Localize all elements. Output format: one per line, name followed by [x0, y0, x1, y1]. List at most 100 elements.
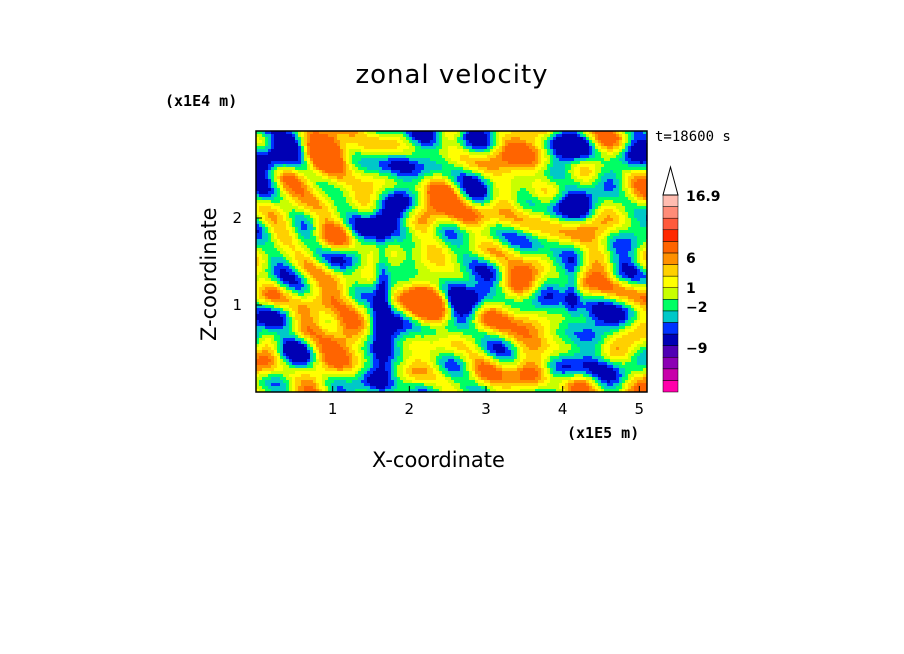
field-cell: [565, 209, 568, 212]
field-cell: [265, 173, 268, 176]
field-cell: [376, 194, 379, 197]
field-cell: [466, 200, 469, 203]
field-cell: [454, 146, 457, 149]
field-cell: [637, 149, 640, 152]
field-cell: [613, 143, 616, 146]
field-cell: [391, 191, 394, 194]
field-cell: [430, 182, 433, 185]
field-cell: [430, 158, 433, 161]
field-cell: [268, 185, 271, 188]
field-cell: [436, 212, 439, 215]
field-cell: [532, 215, 535, 218]
field-cell: [316, 227, 319, 230]
field-cell: [433, 173, 436, 176]
field-cell: [619, 197, 622, 200]
field-cell: [286, 236, 289, 239]
field-cell: [352, 173, 355, 176]
field-cell: [610, 194, 613, 197]
field-cell: [496, 239, 499, 242]
field-cell: [325, 230, 328, 233]
field-cell: [292, 161, 295, 164]
field-cell: [604, 149, 607, 152]
field-cell: [391, 206, 394, 209]
field-cell: [295, 194, 298, 197]
field-cell: [298, 188, 301, 191]
field-cell: [484, 221, 487, 224]
field-cell: [556, 194, 559, 197]
field-cell: [631, 176, 634, 179]
field-cell: [352, 236, 355, 239]
field-cell: [613, 137, 616, 140]
field-cell: [376, 227, 379, 230]
field-cell: [274, 212, 277, 215]
field-cell: [340, 161, 343, 164]
field-cell: [538, 206, 541, 209]
field-cell: [304, 206, 307, 209]
field-cell: [526, 215, 529, 218]
field-cell: [616, 140, 619, 143]
field-cell: [568, 161, 571, 164]
field-cell: [412, 158, 415, 161]
field-cell: [334, 206, 337, 209]
field-cell: [388, 191, 391, 194]
field-cell: [433, 143, 436, 146]
field-cell: [508, 236, 511, 239]
field-cell: [574, 221, 577, 224]
field-cell: [475, 188, 478, 191]
field-cell: [508, 194, 511, 197]
field-cell: [283, 191, 286, 194]
field-cell: [412, 224, 415, 227]
field-cell: [406, 200, 409, 203]
field-cell: [376, 203, 379, 206]
field-cell: [283, 188, 286, 191]
field-cell: [415, 161, 418, 164]
field-cell: [304, 209, 307, 212]
field-cell: [403, 191, 406, 194]
field-cell: [604, 143, 607, 146]
field-cell: [346, 209, 349, 212]
field-cell: [262, 242, 265, 245]
field-cell: [274, 224, 277, 227]
field-cell: [277, 209, 280, 212]
field-cell: [424, 212, 427, 215]
field-cell: [424, 191, 427, 194]
field-cell: [283, 242, 286, 245]
field-cell: [478, 236, 481, 239]
field-cell: [535, 134, 538, 137]
field-cell: [337, 137, 340, 140]
field-cell: [352, 200, 355, 203]
field-cell: [613, 209, 616, 212]
field-cell: [586, 158, 589, 161]
field-cell: [499, 137, 502, 140]
field-cell: [550, 158, 553, 161]
field-cell: [298, 191, 301, 194]
field-cell: [610, 164, 613, 167]
field-cell: [376, 221, 379, 224]
field-cell: [601, 221, 604, 224]
field-cell: [307, 140, 310, 143]
field-cell: [517, 146, 520, 149]
field-cell: [310, 164, 313, 167]
field-cell: [463, 173, 466, 176]
field-cell: [628, 218, 631, 221]
field-cell: [622, 227, 625, 230]
field-cell: [523, 194, 526, 197]
field-cell: [310, 149, 313, 152]
field-cell: [430, 146, 433, 149]
field-cell: [454, 164, 457, 167]
field-cell: [622, 230, 625, 233]
field-cell: [529, 134, 532, 137]
field-cell: [382, 161, 385, 164]
field-cell: [325, 158, 328, 161]
field-cell: [274, 206, 277, 209]
field-cell: [289, 158, 292, 161]
field-cell: [421, 218, 424, 221]
field-cell: [364, 218, 367, 221]
field-cell: [460, 146, 463, 149]
field-cell: [337, 242, 340, 245]
field-cell: [628, 242, 631, 245]
field-cell: [634, 224, 637, 227]
field-cell: [532, 176, 535, 179]
field-cell: [565, 164, 568, 167]
field-cell: [550, 203, 553, 206]
